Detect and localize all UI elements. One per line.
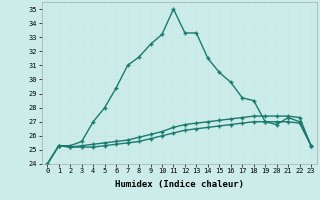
- X-axis label: Humidex (Indice chaleur): Humidex (Indice chaleur): [115, 180, 244, 189]
